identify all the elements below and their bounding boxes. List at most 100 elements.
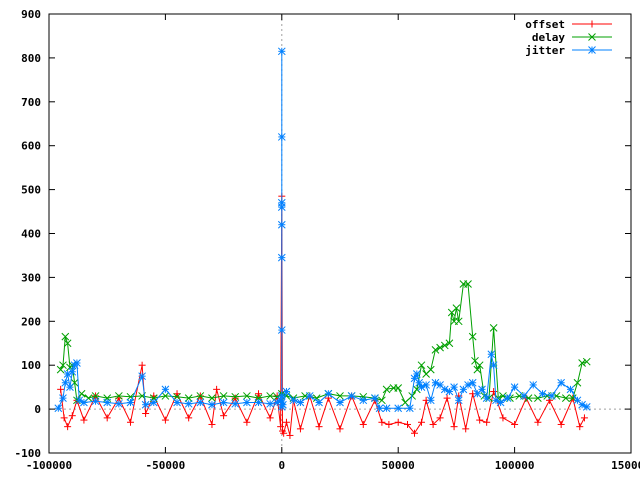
data-point-jitter: [394, 404, 403, 413]
y-tick-label: 900: [21, 8, 41, 21]
data-point-jitter: [282, 387, 291, 396]
data-point-jitter: [315, 398, 323, 407]
data-point-delay: [582, 357, 591, 366]
legend-marker-jitter: [588, 46, 596, 54]
data-point-delay: [454, 317, 463, 326]
data-point-jitter: [149, 398, 158, 407]
data-point-jitter: [426, 396, 435, 405]
data-point-jitter: [114, 399, 123, 408]
data-point-jitter: [557, 378, 566, 387]
data-point-jitter: [468, 378, 477, 387]
data-point-delay: [489, 324, 498, 332]
data-point-jitter: [359, 396, 368, 405]
x-tick-label: 100000: [495, 459, 535, 472]
data-point-offset: [280, 429, 288, 437]
data-point-jitter: [566, 385, 575, 394]
data-point-offset: [385, 420, 393, 428]
data-point-jitter: [173, 398, 181, 407]
legend-label-delay: delay: [532, 31, 565, 44]
data-point-offset: [410, 429, 418, 437]
data-point-jitter: [138, 372, 146, 381]
data-point-jitter: [66, 383, 74, 392]
data-point-delay: [56, 365, 65, 374]
data-point-offset: [161, 416, 169, 424]
data-point-offset: [213, 385, 221, 393]
data-point-offset: [282, 418, 290, 426]
x-tick-label: 50000: [382, 459, 415, 472]
data-point-jitter: [277, 133, 286, 141]
data-point-jitter: [510, 383, 519, 392]
data-point-jitter: [412, 370, 421, 378]
data-point-offset: [64, 423, 72, 431]
data-point-offset: [511, 420, 519, 428]
data-point-jitter: [482, 394, 491, 402]
data-point-offset: [580, 414, 588, 422]
data-point-delay: [473, 365, 482, 374]
data-point-offset: [499, 414, 507, 422]
data-point-jitter: [487, 350, 496, 359]
data-point-jitter: [496, 398, 505, 407]
data-point-delay: [59, 361, 67, 370]
data-point-jitter: [126, 398, 135, 407]
legend-label-offset: offset: [525, 18, 565, 31]
data-point-jitter: [382, 404, 391, 413]
data-point-delay: [184, 394, 193, 402]
data-point-jitter: [336, 398, 344, 407]
data-point-delay: [382, 385, 391, 394]
y-tick-label: 500: [21, 184, 41, 197]
series-offset: [57, 192, 588, 439]
series-line-delay: [60, 283, 587, 404]
data-point-jitter: [538, 389, 547, 398]
data-point-jitter: [277, 220, 286, 229]
data-point-offset: [394, 418, 402, 426]
data-point-delay: [266, 392, 275, 400]
y-tick-label: 0: [34, 403, 41, 416]
data-point-offset: [557, 420, 565, 428]
data-point-jitter: [73, 359, 81, 367]
legend-marker-delay: [588, 33, 596, 41]
data-point-delay: [440, 341, 449, 350]
data-point-offset: [103, 414, 111, 422]
data-point-delay: [426, 365, 435, 374]
data-point-jitter: [103, 398, 112, 407]
data-point-offset: [315, 423, 323, 431]
series-jitter: [54, 47, 591, 413]
data-point-jitter: [296, 398, 305, 407]
data-point-offset: [534, 418, 542, 426]
data-point-offset: [60, 414, 68, 422]
data-point-jitter: [520, 392, 528, 400]
data-point-offset: [417, 418, 425, 426]
data-point-jitter: [347, 392, 356, 400]
data-point-jitter: [450, 383, 458, 392]
data-point-offset: [429, 420, 437, 428]
data-point-offset: [243, 418, 251, 426]
data-point-offset: [296, 425, 304, 433]
data-point-offset: [476, 416, 484, 424]
y-tick-label: 100: [21, 359, 41, 372]
data-point-delay: [196, 392, 205, 400]
data-point-delay: [573, 378, 582, 387]
data-point-delay: [445, 339, 454, 348]
legend-label-jitter: jitter: [525, 44, 565, 57]
data-point-offset: [462, 425, 470, 433]
data-point-offset: [126, 418, 134, 426]
data-point-delay: [208, 394, 216, 402]
data-point-delay: [126, 392, 135, 401]
data-point-jitter: [375, 404, 384, 413]
data-point-offset: [138, 361, 146, 369]
series-layer: [54, 47, 591, 439]
data-point-offset: [80, 416, 88, 424]
data-point-delay: [243, 392, 251, 400]
data-point-delay: [452, 304, 461, 312]
data-point-offset: [576, 423, 584, 431]
data-point-delay: [161, 392, 170, 400]
data-point-delay: [436, 343, 444, 352]
data-point-offset: [220, 412, 228, 420]
y-tick-label: 300: [21, 271, 41, 284]
data-point-offset: [266, 414, 274, 422]
data-point-jitter: [503, 394, 512, 402]
data-point-delay: [401, 398, 410, 407]
data-point-delay: [578, 359, 586, 367]
